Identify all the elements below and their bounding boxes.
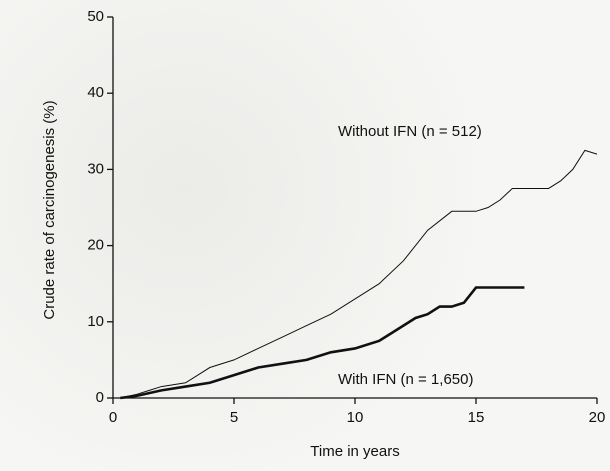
y-tick-label: 0	[96, 389, 104, 406]
series-label: Without IFN (n = 512)	[338, 123, 482, 140]
series-line	[120, 286, 525, 400]
x-axis-label: Time in years	[310, 443, 399, 460]
series-label: With IFN (n = 1,650)	[338, 371, 473, 388]
x-tick-label: 15	[468, 409, 485, 426]
x-tick-label: 10	[347, 409, 364, 426]
x-tick-label: 0	[109, 409, 117, 426]
x-tick-label: 20	[589, 409, 606, 426]
y-tick-label: 10	[87, 313, 104, 330]
y-tick-label: 30	[87, 160, 104, 177]
y-tick-label: 20	[87, 237, 104, 254]
y-tick-label: 40	[87, 84, 104, 101]
x-tick-label: 5	[230, 409, 238, 426]
series-line	[120, 149, 598, 399]
y-axis-label: Crude rate of carcinogenesis (%)	[41, 100, 58, 319]
y-tick-label: 50	[87, 8, 104, 25]
